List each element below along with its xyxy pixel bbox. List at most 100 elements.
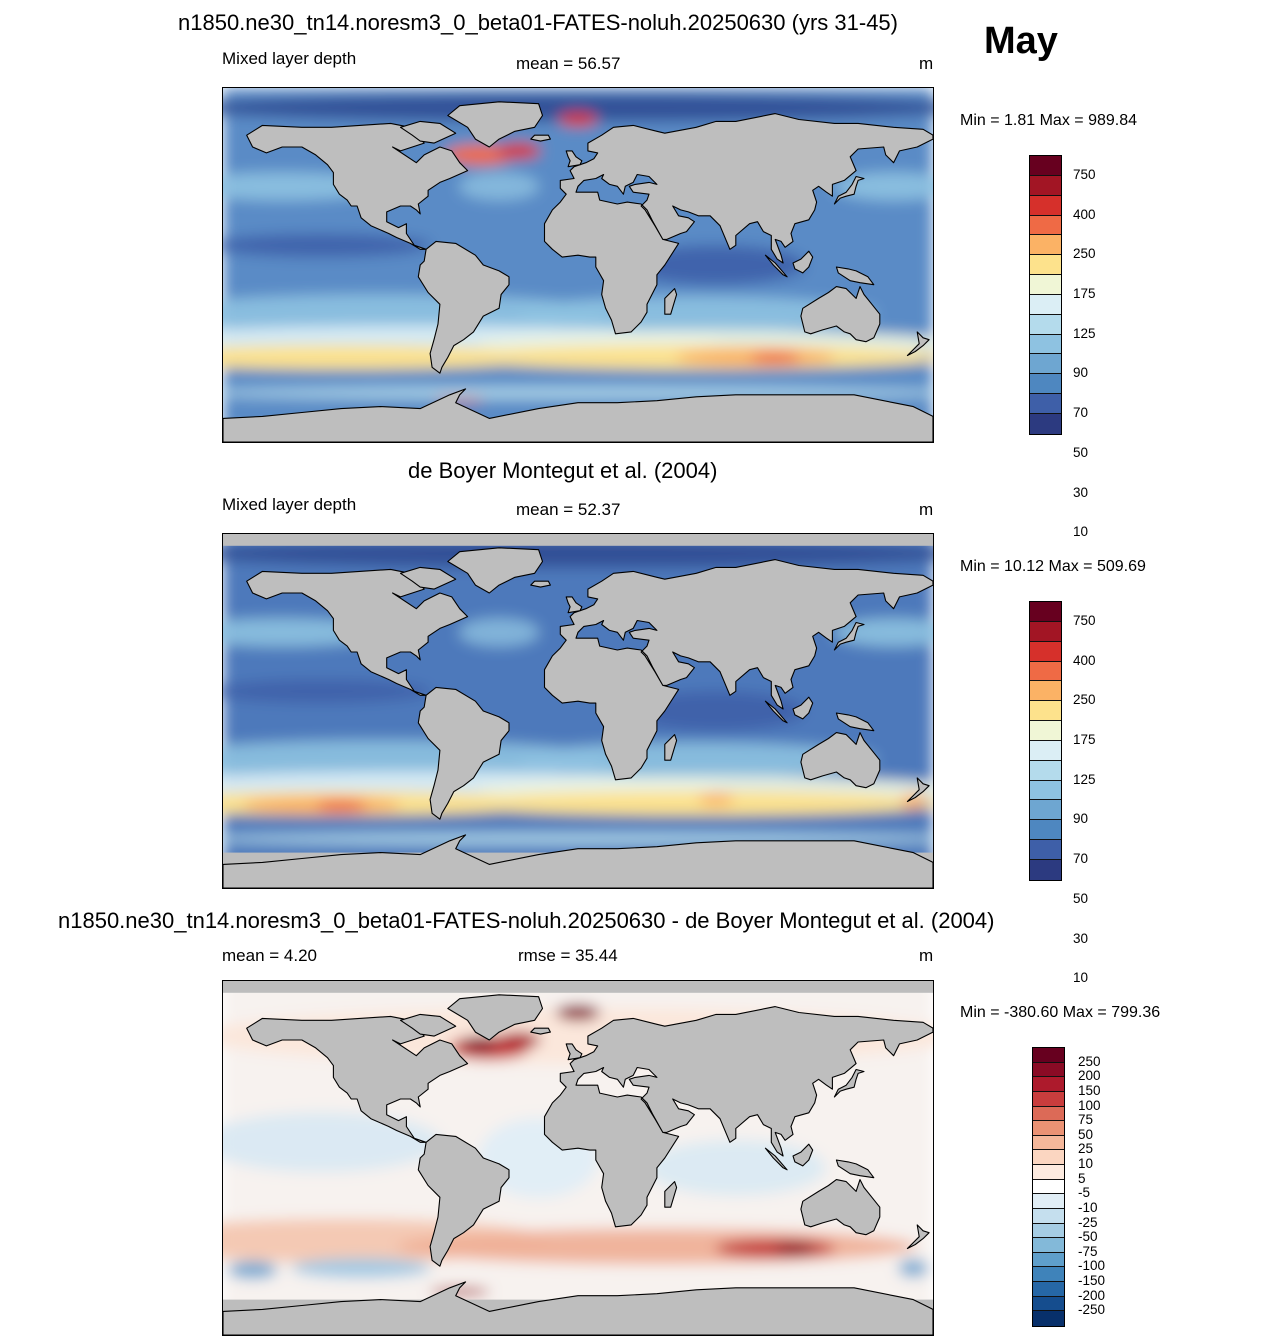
panel2-units-label: m [919,500,934,519]
colorbar-tick-label: -10 [1078,1199,1098,1215]
colorbar-swatch [1033,1208,1064,1224]
colorbar-swatches [1029,601,1062,881]
colorbar-swatch [1030,255,1061,276]
land-madagascar [664,734,678,761]
panel3-colorbar: 250 200 150 100 75 50 25 10 5 -5 -10 -25 -50 -75 -100-… [1032,1047,1132,1327]
field-blob [444,144,515,165]
colorbar-swatch [1030,840,1061,860]
field-blob [223,93,933,122]
colorbar-swatch [1030,195,1061,216]
colorbar-swatch [1033,1179,1064,1195]
land-australia [800,286,881,343]
land-new-zealand [906,777,930,803]
colorbar-swatch [1030,394,1061,414]
panel3-mean-label: mean = 4.20 [222,946,317,965]
panel3-units-label: m [919,946,934,965]
field-blob [698,793,735,806]
panel3-title: n1850.ne30_tn14.noresm3_0_beta01-FATES-n… [58,908,995,933]
field-blob [396,1228,917,1265]
colorbar-swatch [1033,1077,1064,1092]
land-greenland [447,994,544,1041]
colorbar-swatch [1030,800,1061,821]
land-borneo [792,250,814,274]
field-blob [558,112,598,127]
colorbar-swatch [1030,175,1061,196]
field-blob [316,799,367,812]
colorbar-swatch [1033,1121,1064,1136]
land-antarctica [223,1281,933,1335]
colorbar-swatch [1033,1194,1064,1209]
land-africa-eurasia [543,1006,933,1228]
colorbar-swatch [1033,1091,1064,1107]
colorbar-tick-label: -50 [1078,1229,1098,1245]
field-blob [459,172,540,201]
colorbar-tick-label: -200 [1078,1287,1106,1303]
field-blob [774,1242,815,1255]
land-new-guinea [835,712,875,732]
colorbar-swatch [1030,215,1061,236]
panel1-minmax: Min = 1.81 Max = 989.84 [960,112,1137,129]
field-blob [223,679,432,704]
land-south-america [417,686,510,820]
land-north-america [246,1015,469,1143]
colorbar-tick-label: 70 [1073,405,1089,421]
colorbar-tick-label: 25 [1078,1141,1094,1157]
colorbar-swatch [1033,1311,1064,1326]
colorbar-swatch [1033,1223,1064,1239]
land-north-america [246,122,469,250]
land-sumatra [764,254,788,278]
field-blob [496,1032,541,1048]
colorbar-swatch [1033,1106,1064,1122]
land-baffin [399,1013,457,1037]
field-blob [223,233,432,258]
field-blob [227,1261,278,1280]
figure-title: n1850.ne30_tn14.noresm3_0_beta01-FATES-n… [178,10,898,35]
land-south-america [417,240,510,374]
panel1-colorbar: 750 400 250 175 125 90 70 50 30 10 [1029,155,1129,539]
panel3-rmse-label: rmse = 35.44 [518,946,618,965]
colorbar-swatch [1033,1252,1064,1268]
colorbar-tick-label: 150 [1078,1082,1101,1098]
panel2-colorbar: 750 400 250 175 125 90 70 50 30 10 [1029,601,1129,985]
colorbar-swatch [1033,1296,1064,1312]
colorbar-swatches [1029,155,1062,435]
field-blob [291,1258,432,1279]
panel1-model-map [222,87,934,443]
land-australia [800,1179,881,1236]
field-blob [223,294,611,335]
month-label: May [984,20,1058,62]
colorbar-swatch [1030,740,1061,761]
colorbar-tick-label: 10 [1073,970,1089,986]
colorbar-tick-label: -250 [1078,1302,1106,1318]
colorbar-tick-label: 175 [1073,732,1096,747]
colorbar-tick-label: 5 [1078,1170,1086,1186]
land-uk [565,1043,583,1061]
colorbar-swatch [1030,820,1061,841]
colorbar-tick-label: 70 [1073,851,1089,867]
land-africa-eurasia [543,113,933,335]
colorbar-tick-label: 100 [1078,1097,1101,1113]
field-blob [459,618,540,647]
colorbar-swatch [1030,721,1061,741]
colorbar-tick-label: 50 [1078,1126,1094,1142]
colorbar-swatch [1033,1267,1064,1282]
colorbar-swatch [1030,760,1061,781]
land-sumatra [764,700,788,724]
colorbar-swatch [1030,275,1061,295]
colorbar-tick-label: 250 [1078,1053,1101,1069]
land-south-america [417,1133,510,1267]
land-antarctica [223,834,933,888]
colorbar-tick-label: 90 [1073,811,1089,827]
colorbar-tick-label: 200 [1078,1068,1101,1084]
colorbar-swatch [1033,1048,1064,1063]
colorbar-swatch [1033,1062,1064,1078]
colorbar-swatch [1030,641,1061,662]
colorbar-tick-label: 250 [1073,246,1096,262]
land-antarctica [223,388,933,442]
land-baffin [399,566,457,590]
land-baffin [399,120,457,144]
colorbar-swatch [1030,334,1061,355]
colorbar-tick-label: 75 [1078,1112,1094,1128]
colorbar-swatch [1030,621,1061,642]
colorbar-tick-label: 125 [1073,771,1096,787]
